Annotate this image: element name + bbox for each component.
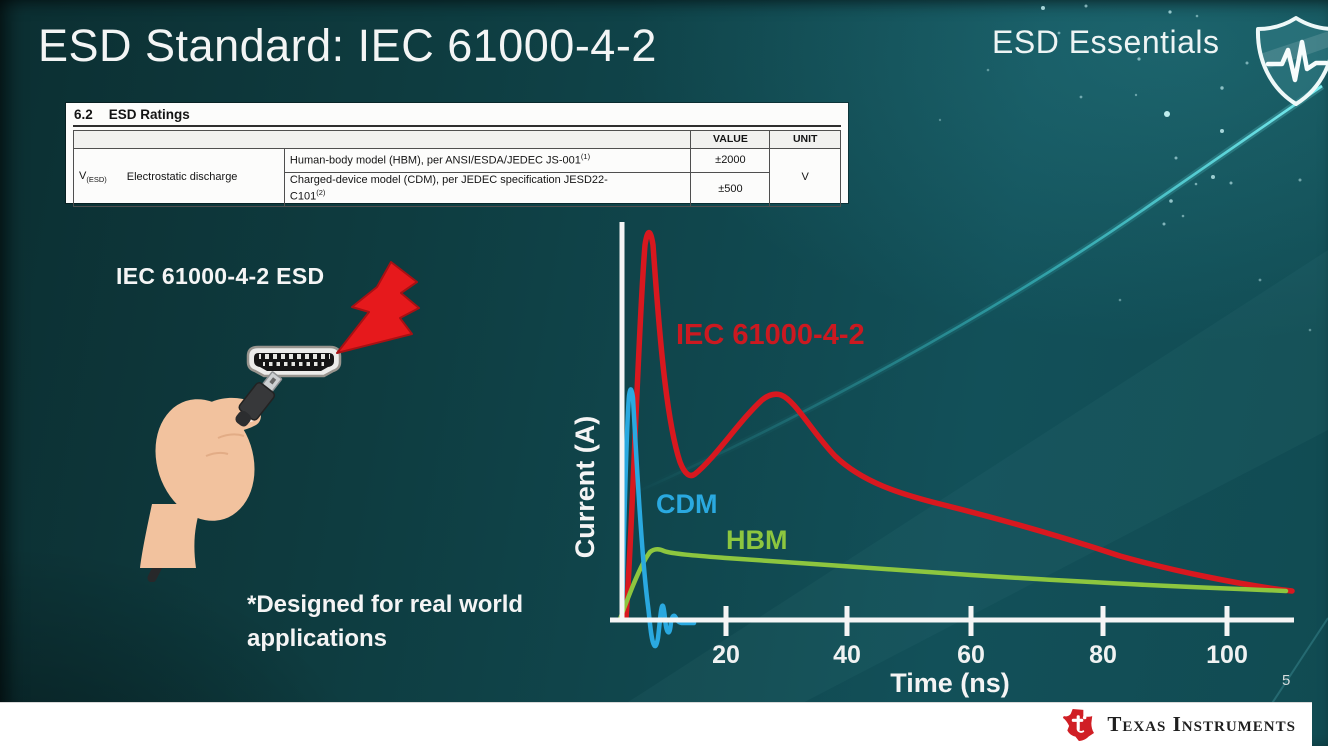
- hbm-description: Human-body model (HBM), per ANSI/ESDA/JE…: [283, 148, 692, 173]
- heartbeat-pulse-icon: [1265, 39, 1328, 83]
- section-title: ESD Ratings: [108, 107, 190, 122]
- x-tick-20: 20: [712, 641, 740, 669]
- cdm-description: Charged-device model (CDM), per JEDEC sp…: [283, 172, 692, 207]
- esd-waveform-chart: 20 40 60 80 100 Time (ns) Current (A) IE…: [570, 222, 1295, 698]
- x-tick-80: 80: [1089, 641, 1117, 669]
- hbm-curve: [617, 547, 1289, 622]
- page-title: ESD Standard: IEC 61000-4-2: [38, 20, 657, 71]
- ti-wordmark: Texas Instruments: [1107, 712, 1296, 736]
- section-number: 6.2: [74, 107, 93, 122]
- esd-strike-illustration: [140, 261, 420, 582]
- ti-logo-icon: [1063, 708, 1095, 741]
- parameter-symbol: V(ESD): [79, 170, 107, 185]
- page-number: 5: [1282, 672, 1291, 689]
- program-title: ESD Essentials: [992, 24, 1220, 60]
- shield-glare: [1260, 31, 1328, 70]
- hdmi-plug-graphic: [235, 371, 283, 427]
- light-streak: [629, 84, 1323, 497]
- x-axis-ticks: [723, 606, 1230, 636]
- hdmi-port-graphic: [246, 345, 342, 378]
- lightning-bolt-icon: [336, 261, 420, 354]
- table-row-cdm: Charged-device model (CDM), per JEDEC sp…: [74, 172, 841, 207]
- hbm-series-label: HBM: [726, 525, 788, 555]
- table-title: 6.2 ESD Ratings: [73, 106, 841, 127]
- esd-shield-icon: [1255, 16, 1328, 106]
- illustration-label: IEC 61000-4-2 ESD: [116, 263, 325, 289]
- hbm-value: ±2000: [690, 148, 771, 173]
- parameter-name: Electrostatic discharge: [126, 170, 238, 183]
- parameter-cell: V(ESD) Electrostatic discharge: [73, 148, 285, 207]
- footer-bar: Texas Instruments: [0, 702, 1312, 746]
- header-value: VALUE: [690, 130, 771, 149]
- y-axis-label: Current (A): [570, 416, 600, 559]
- iec-curve: [623, 229, 1295, 621]
- cdm-value: ±500: [690, 172, 771, 207]
- table-header-row: VALUE UNIT: [72, 130, 841, 149]
- x-axis-label: Time (ns): [890, 668, 1010, 698]
- esd-ratings-table: 6.2 ESD Ratings VALUE UNIT V(ESD) Electr…: [66, 103, 848, 207]
- iec-series-label: IEC 61000-4-2: [676, 319, 865, 351]
- x-tick-40: 40: [833, 641, 861, 669]
- x-tick-60: 60: [957, 641, 985, 669]
- header-unit: UNIT: [769, 130, 841, 149]
- x-tick-100: 100: [1206, 641, 1248, 669]
- illustration-caption: *Designed for real world applications: [247, 591, 524, 652]
- cdm-series-label: CDM: [656, 489, 718, 519]
- x-tick-labels: 20 40 60 80 100: [712, 641, 1248, 669]
- unit-cell: V: [769, 148, 841, 207]
- particle-dots: [938, 4, 1312, 332]
- header-empty-cell: [72, 130, 692, 149]
- table-row-hbm: V(ESD) Electrostatic discharge Human-bod…: [73, 148, 841, 207]
